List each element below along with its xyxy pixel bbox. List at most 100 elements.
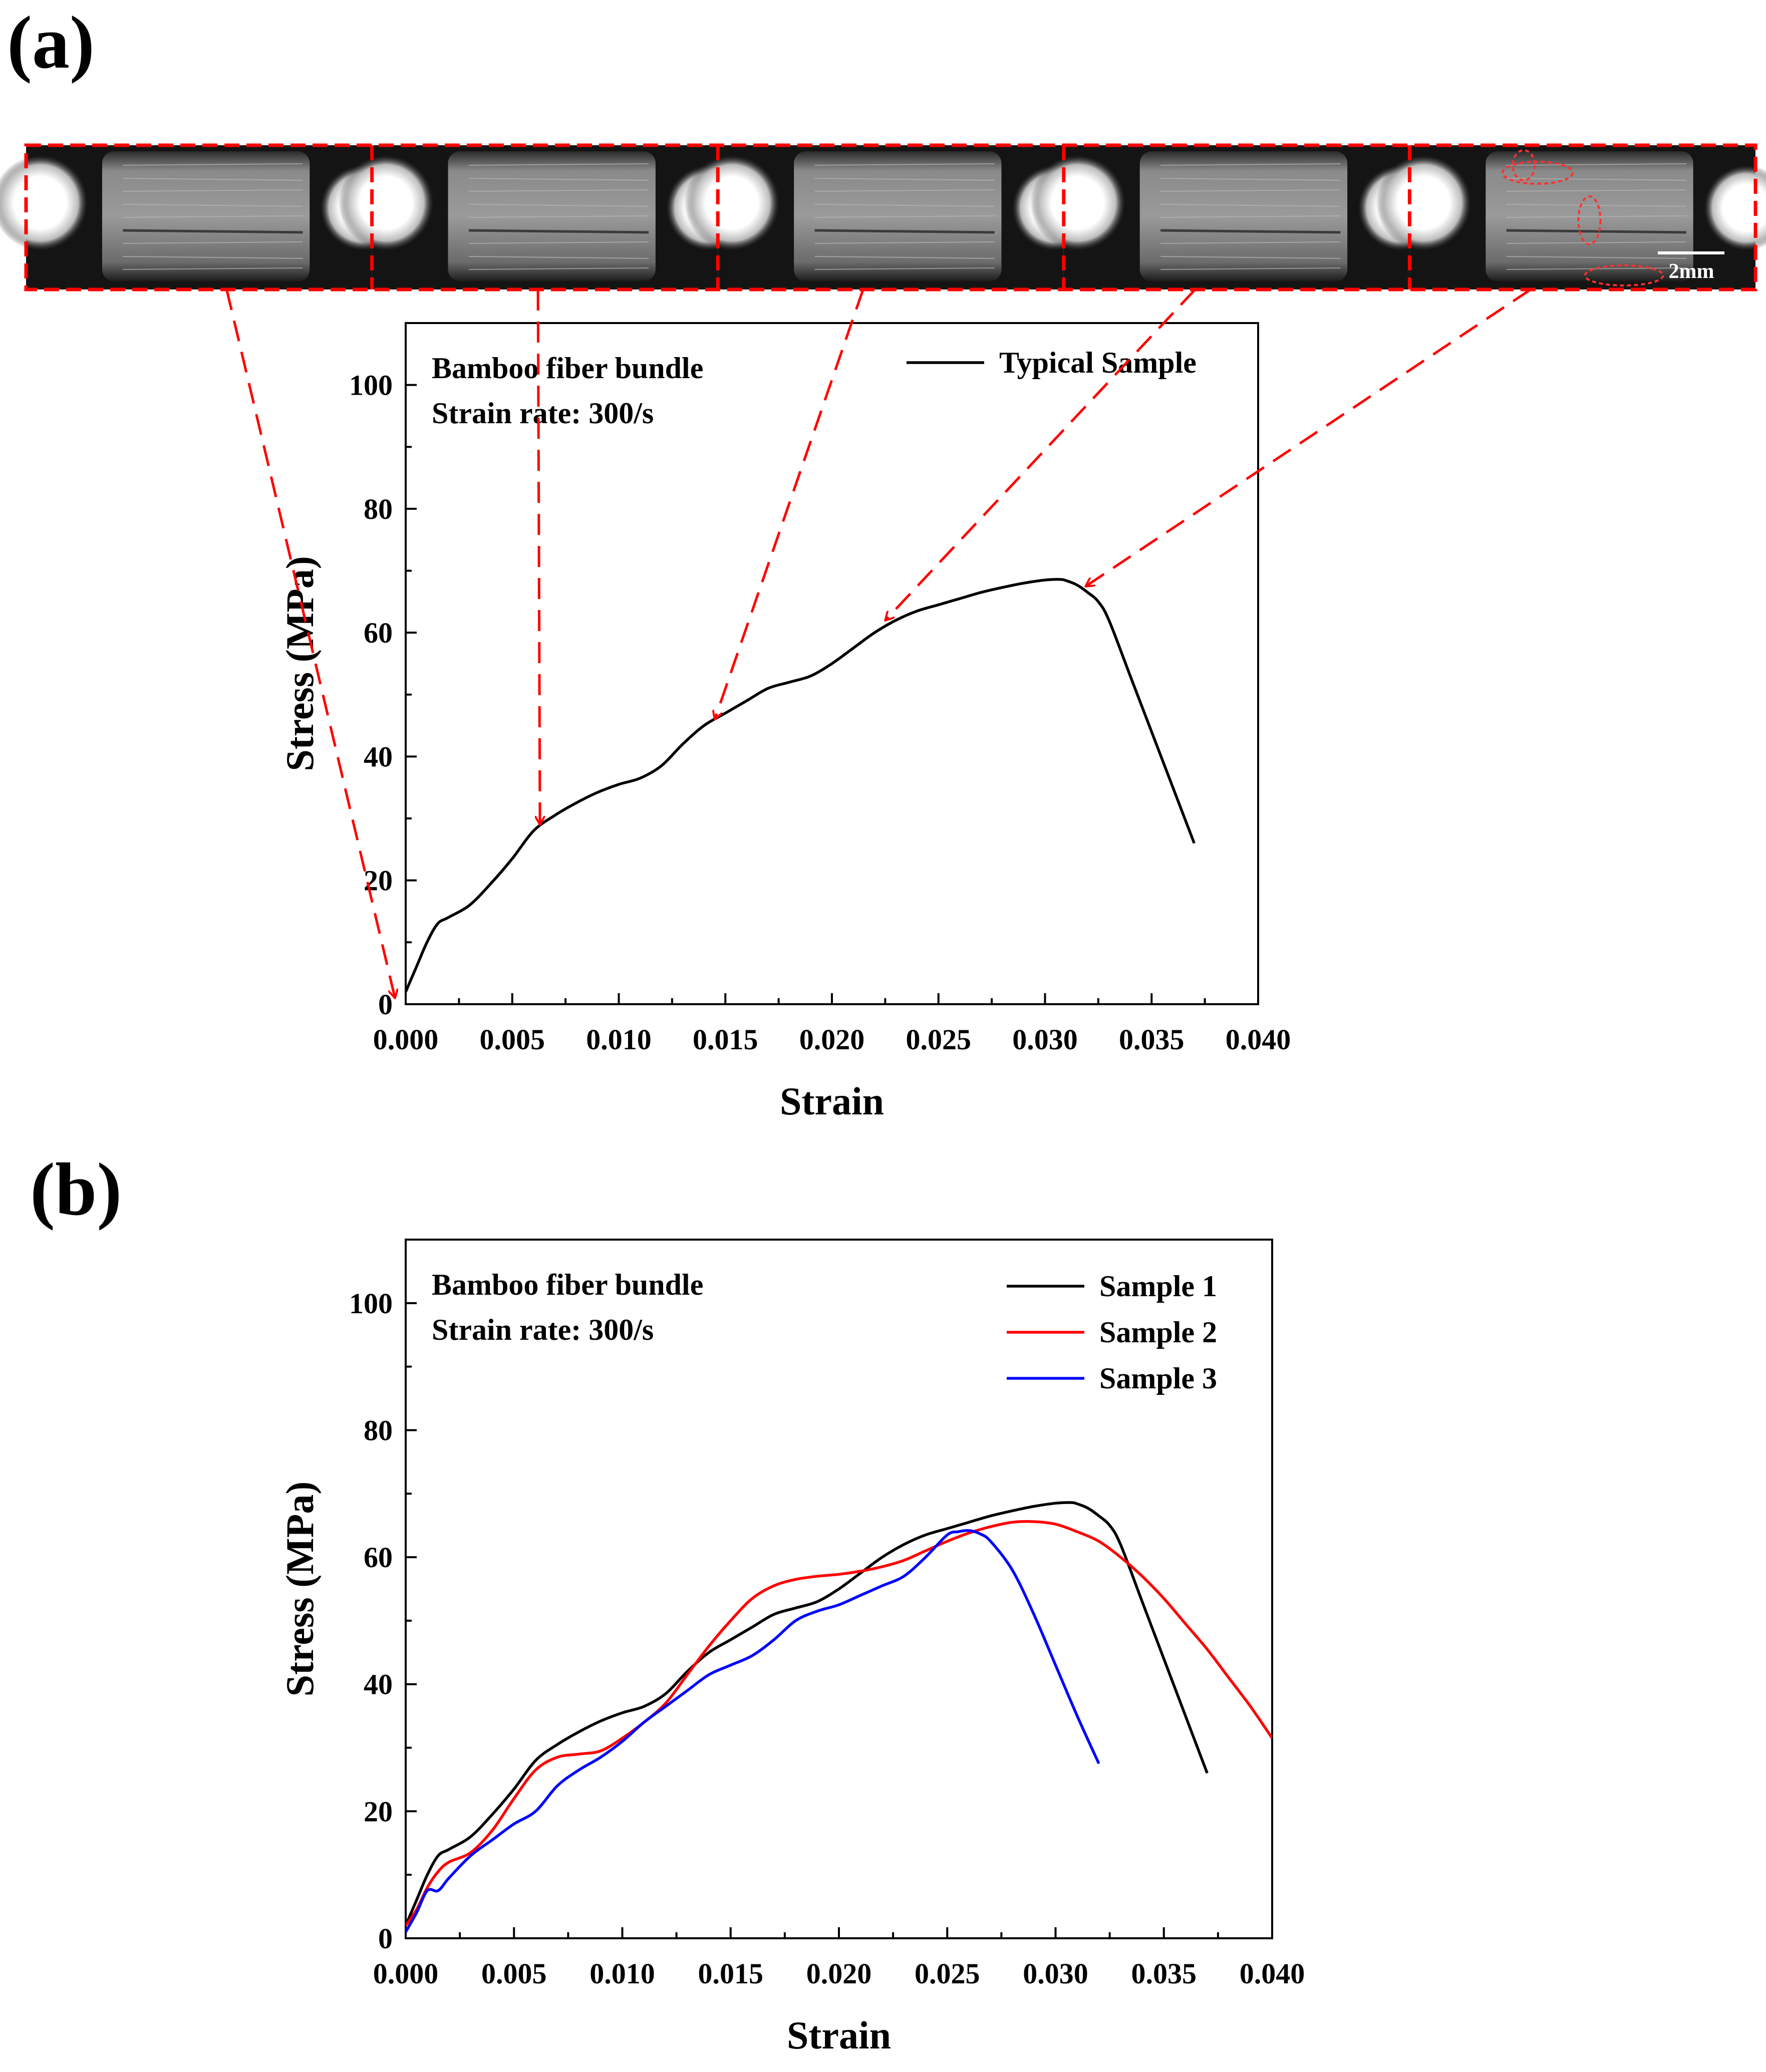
left-bar-glow xyxy=(0,155,88,250)
high-speed-image-strip: 2mm xyxy=(0,143,1766,291)
chart-annotation-line: Bamboo fiber bundle xyxy=(432,1268,703,1301)
x-tick-label: 0.020 xyxy=(799,1023,865,1056)
x-tick-label: 0.040 xyxy=(1240,1957,1305,1990)
fiber-streak xyxy=(814,229,995,234)
y-tick-label: 0 xyxy=(378,988,393,1021)
x-tick-label: 0.000 xyxy=(373,1023,439,1056)
damage-highlight xyxy=(1584,264,1664,286)
chart-a: 0.000 0.005 0.010 0.015 0.020 0.025 0.030 0.035… xyxy=(278,322,1291,1123)
scale-bar-label: 2mm xyxy=(1669,260,1714,283)
image-frame-1 xyxy=(0,145,406,289)
frame-arrow-1 xyxy=(225,289,395,998)
left-bar-glow xyxy=(338,155,434,250)
fiber-streak xyxy=(814,204,995,207)
y-tick-label: 100 xyxy=(349,1287,393,1320)
x-tick-label: 0.025 xyxy=(906,1023,972,1056)
fiber-streak xyxy=(123,178,303,181)
fiber-streak xyxy=(1506,241,1686,244)
left-bar-glow xyxy=(1030,155,1125,250)
fiber-streak xyxy=(468,204,649,207)
fiber-streak xyxy=(123,267,303,270)
series-line-sample-3 xyxy=(406,1529,1100,1933)
strip-border xyxy=(24,143,1757,291)
fiber-streak xyxy=(1506,163,1686,166)
x-tick-label: 0.040 xyxy=(1226,1023,1291,1056)
fiber-streak xyxy=(468,215,649,218)
x-tick-label: 0.000 xyxy=(373,1957,439,1990)
legend-label: Sample 3 xyxy=(1099,1362,1217,1395)
series-line-sample-2 xyxy=(406,1520,1272,1927)
x-tick-label: 0.035 xyxy=(1119,1023,1185,1056)
x-tick-label: 0.030 xyxy=(1023,1957,1088,1990)
fiber-streak xyxy=(814,178,995,181)
x-axis-label: Strain xyxy=(787,2013,891,2057)
x-tick-label: 0.010 xyxy=(586,1023,652,1056)
damage-highlight xyxy=(1512,149,1536,181)
left-bar-glow xyxy=(1376,155,1471,250)
fiber-streak xyxy=(1506,256,1686,259)
fiber-streak xyxy=(123,163,303,166)
fiber-streak xyxy=(123,189,303,192)
fiber-streak xyxy=(1506,229,1686,234)
image-frame-5 xyxy=(1376,145,1766,289)
fiber-streak xyxy=(814,215,995,218)
right-bar-glow xyxy=(1704,165,1766,250)
x-tick-label: 0.005 xyxy=(481,1957,547,1990)
frame-arrow-2 xyxy=(538,289,540,825)
chart-b: 0.000 0.005 0.010 0.015 0.020 0.025 0.030 0.035… xyxy=(278,1239,1305,2057)
fiber-streak xyxy=(1160,215,1341,218)
fiber-streak xyxy=(814,163,995,166)
x-tick-label: 0.010 xyxy=(590,1957,655,1990)
image-frame-2 xyxy=(338,145,752,289)
y-tick-label: 20 xyxy=(364,864,393,897)
fiber-streak xyxy=(1160,189,1341,192)
panel-a-label: (a) xyxy=(7,1,95,84)
y-tick-label: 80 xyxy=(364,1414,393,1446)
y-tick-label: 60 xyxy=(364,617,393,649)
x-tick-label: 0.030 xyxy=(1012,1023,1078,1056)
x-tick-label: 0.005 xyxy=(480,1023,545,1056)
frame-arrow-3 xyxy=(715,289,864,720)
fiber-streak xyxy=(1506,204,1686,207)
fiber-streak xyxy=(468,163,649,166)
fiber-streak xyxy=(1506,215,1686,218)
y-axis-label: Stress (MPa) xyxy=(278,556,322,771)
y-tick-label: 60 xyxy=(364,1541,393,1574)
x-tick-label: 0.015 xyxy=(698,1957,764,1990)
y-axis-label: Stress (MPa) xyxy=(278,1482,322,1697)
x-tick-label: 0.020 xyxy=(806,1957,872,1990)
chart-annotation-line: Bamboo fiber bundle xyxy=(432,352,703,385)
y-tick-label: 0 xyxy=(378,1922,393,1955)
fiber-streak xyxy=(1160,178,1341,181)
damage-highlight xyxy=(1501,161,1574,185)
left-bar-glow xyxy=(684,155,780,250)
fiber-streak xyxy=(468,267,649,270)
legend-label: Sample 1 xyxy=(1099,1270,1217,1303)
fiber-streak xyxy=(1160,229,1341,234)
x-tick-label: 0.025 xyxy=(915,1957,980,1990)
fiber-streak xyxy=(468,178,649,181)
fiber-streak xyxy=(468,241,649,244)
legend-label: Typical Sample xyxy=(999,346,1197,379)
fiber-streak xyxy=(123,229,303,234)
fiber-streak xyxy=(1506,178,1686,181)
x-tick-label: 0.035 xyxy=(1131,1957,1197,1990)
x-axis-label: Strain xyxy=(780,1079,884,1123)
frame-arrow-5 xyxy=(1085,288,1532,586)
fiber-streak xyxy=(1160,267,1341,270)
x-tick-label: 0.015 xyxy=(693,1023,758,1056)
y-tick-label: 20 xyxy=(364,1795,393,1828)
fiber-streak xyxy=(1160,256,1341,259)
frame-to-curve-arrows xyxy=(225,288,1532,998)
damage-highlight xyxy=(1577,195,1602,245)
chart-annotation-line: Strain rate: 300/s xyxy=(432,1313,654,1346)
fiber-streak xyxy=(1160,163,1341,166)
panel-b-label: (b) xyxy=(30,1148,122,1231)
fiber-streak xyxy=(1506,267,1686,270)
chart-annotation-line: Strain rate: 300/s xyxy=(432,397,654,430)
fiber-streak xyxy=(468,229,649,234)
fiber-streak xyxy=(1506,189,1686,192)
series-line-sample-1 xyxy=(406,1501,1209,1926)
fiber-streak xyxy=(123,256,303,259)
